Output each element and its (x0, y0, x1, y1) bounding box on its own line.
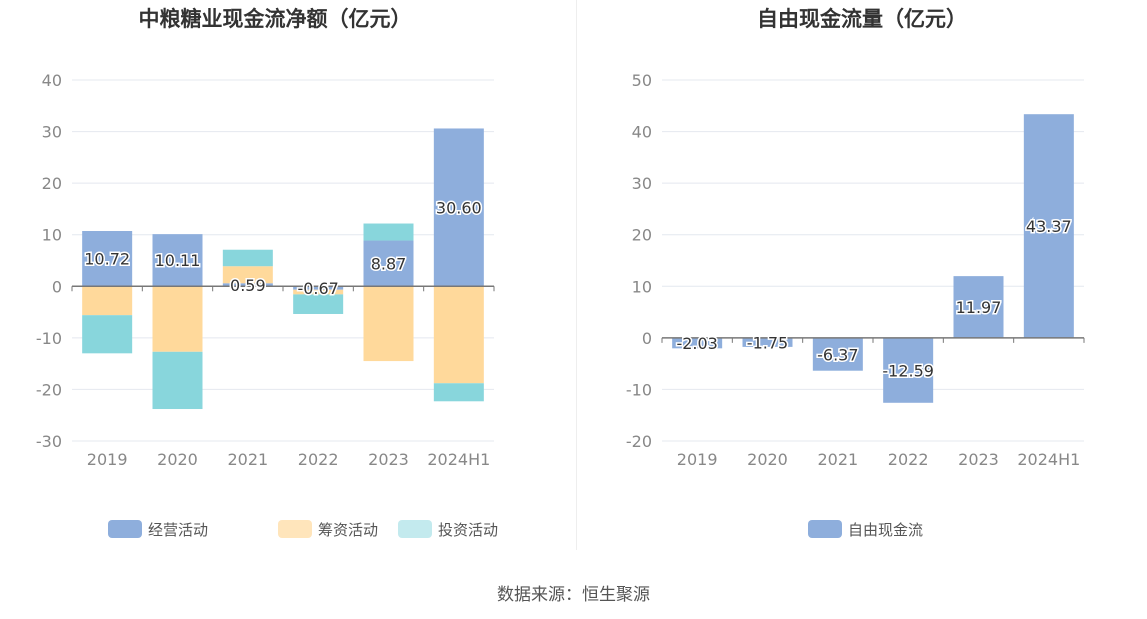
chart-left-bar-投资活动-2023 (363, 223, 414, 241)
chart-right-data-label: -12.59 (882, 361, 934, 380)
chart-left-bar-经营活动-2020 (152, 234, 203, 287)
chart-left-xtick-label: 2022 (298, 450, 339, 469)
chart-left-ytick-label: 30 (42, 123, 62, 142)
chart-right-ytick-label: -10 (626, 380, 652, 399)
chart-left-data-label: 8.87 (371, 254, 407, 273)
chart-left-legend-swatch-投资活动 (398, 520, 432, 538)
chart-right-xtick-label: 2022 (888, 450, 929, 469)
chart-right-data-label: -6.37 (817, 345, 858, 364)
chart-right-bar-自由现金流-2024H1 (1023, 114, 1074, 338)
chart-left-xtick-label: 2020 (157, 450, 198, 469)
chart-left-bar-经营活动-2019 (82, 231, 133, 287)
chart-right-legend-swatch-自由现金流 (808, 520, 842, 538)
chart-left-bar-筹资活动-2021 (222, 266, 273, 284)
chart-right-ytick-label: -20 (626, 432, 652, 451)
chart-left-ytick-label: 0 (52, 277, 62, 296)
chart-left-bar-筹资活动-2023 (363, 286, 414, 362)
chart-left-bar-筹资活动-2022 (293, 289, 344, 295)
chart-right-xtick-label: 2024H1 (1017, 450, 1080, 469)
chart-left-data-label: -0.67 (297, 279, 338, 298)
chart-left-data-label: 0.59 (230, 276, 266, 295)
chart-right-ytick-label: 20 (632, 226, 652, 245)
chart-left-xtick-label: 2021 (227, 450, 268, 469)
chart-left-bar-投资活动-2020 (152, 351, 203, 410)
chart-right-ytick-label: 30 (632, 174, 652, 193)
chart-right-bar-自由现金流-2019 (672, 337, 723, 349)
chart-left-legend-swatch-筹资活动 (278, 520, 312, 538)
chart-left-bar-筹资活动-2024H1 (433, 286, 484, 384)
chart-left-xtick-label: 2023 (368, 450, 409, 469)
chart-right-bar-自由现金流-2023 (953, 276, 1004, 338)
chart-left-ytick-label: 20 (42, 174, 62, 193)
chart-left-data-label: 10.72 (84, 250, 130, 269)
chart-left-ytick-label: -30 (36, 432, 62, 451)
chart-left-bar-投资活动-2024H1 (433, 383, 484, 402)
chart-right-bar-自由现金流-2020 (742, 337, 793, 347)
chart-right-ytick-label: 40 (632, 123, 652, 142)
chart-left-legend-label: 筹资活动 (318, 521, 378, 539)
chart-right-bar-自由现金流-2022 (883, 337, 934, 403)
chart-left-ytick-label: 10 (42, 226, 62, 245)
chart-left-legend-swatch-经营活动 (108, 520, 142, 538)
chart-left-xtick-label: 2019 (87, 450, 128, 469)
chart-right-bar-自由现金流-2021 (812, 337, 863, 371)
panel-divider (576, 0, 577, 550)
chart-right-xtick-label: 2021 (817, 450, 858, 469)
chart-right-data-label: 43.37 (1026, 217, 1072, 236)
chart-left-ytick-label: 40 (42, 71, 62, 90)
chart-left-legend-label: 投资活动 (438, 521, 498, 539)
chart-left-bar-经营活动-2023 (363, 240, 414, 287)
chart-right-data-label: 11.97 (956, 298, 1002, 317)
chart-right-xtick-label: 2023 (958, 450, 999, 469)
chart-right-ytick-label: 10 (632, 277, 652, 296)
chart-right-ytick-label: 50 (632, 71, 652, 90)
chart-right-title: 自由现金流量（亿元） (757, 7, 967, 31)
chart-left-data-label: 10.11 (155, 251, 201, 270)
chart-left-title: 中粮糖业现金流净额（亿元） (139, 7, 412, 31)
chart-left-bar-投资活动-2019 (82, 315, 133, 354)
chart-left-ytick-label: -20 (36, 380, 62, 399)
chart-left-legend-label: 经营活动 (148, 521, 208, 539)
chart-left-bar-筹资活动-2020 (152, 286, 203, 352)
chart-left-bar-投资活动-2021 (222, 249, 273, 267)
chart-left-bar-经营活动-2024H1 (433, 128, 484, 287)
data-source-note: 数据来源：恒生聚源 (497, 585, 650, 605)
chart-left-xtick-label: 2024H1 (427, 450, 490, 469)
chart-right-data-label: -2.03 (676, 334, 717, 353)
chart-left-ytick-label: -10 (36, 329, 62, 348)
chart-right-data-label: -1.75 (747, 333, 788, 352)
chart-left-bar-经营活动-2022 (293, 286, 344, 290)
chart-right-ytick-label: 0 (642, 329, 652, 348)
chart-left-bar-筹资活动-2019 (82, 286, 133, 316)
chart-right-legend-label: 自由现金流 (848, 521, 923, 539)
chart-left-bar-投资活动-2022 (293, 294, 344, 314)
chart-left-bar-经营活动-2021 (222, 283, 273, 287)
chart-right-xtick-label: 2020 (747, 450, 788, 469)
chart-left-data-label: 30.60 (436, 198, 482, 217)
chart-right-xtick-label: 2019 (677, 450, 718, 469)
